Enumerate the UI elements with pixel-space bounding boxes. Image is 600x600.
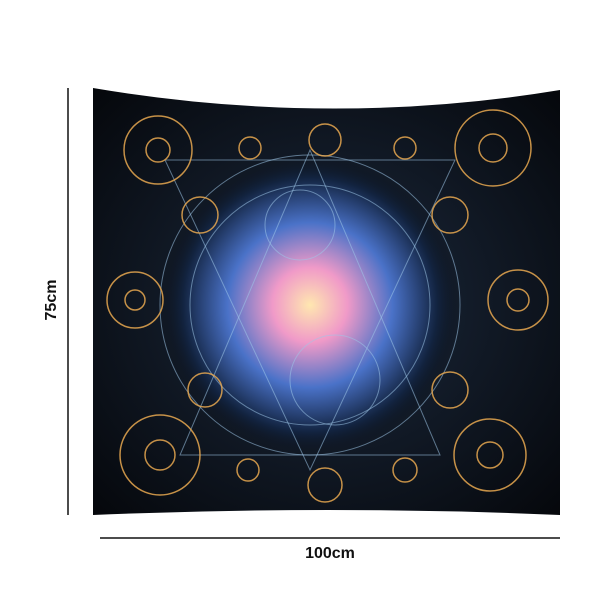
height-label: 75cm <box>43 280 60 321</box>
width-label: 100cm <box>305 545 355 562</box>
tapestry <box>93 88 560 515</box>
